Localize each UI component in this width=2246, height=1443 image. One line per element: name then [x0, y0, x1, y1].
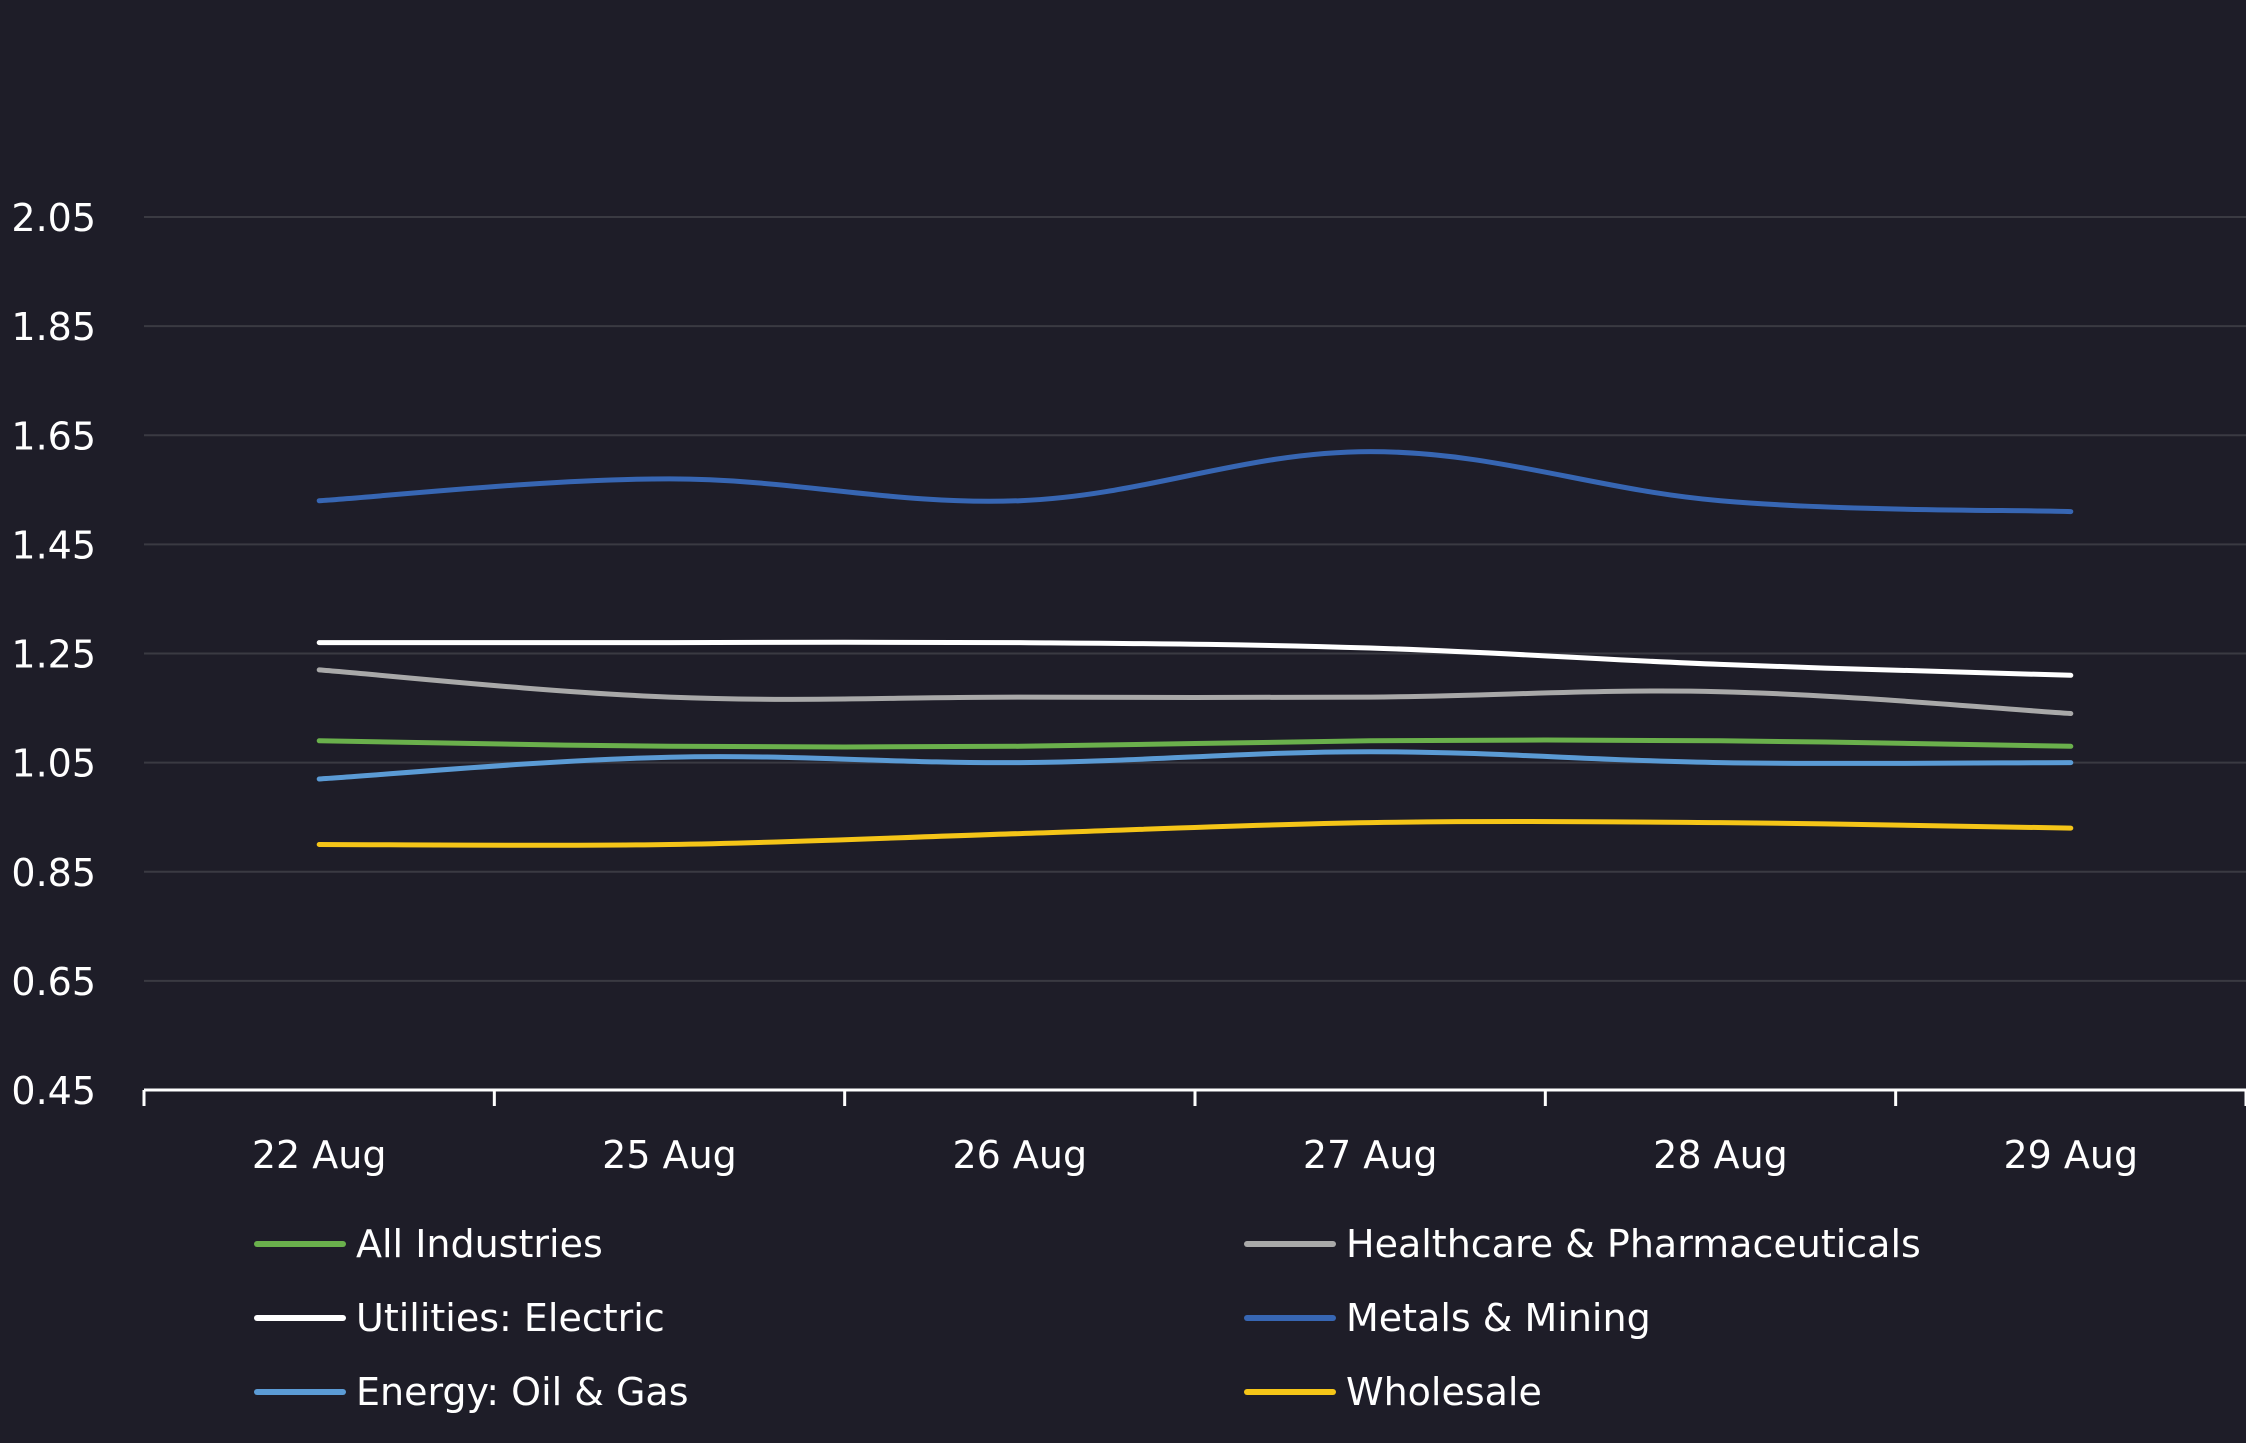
- legend-item-energy-oil-gas[interactable]: Energy: Oil & Gas: [254, 1362, 689, 1422]
- legend-label-utilities-electric: Utilities: Electric: [356, 1296, 665, 1340]
- legend-swatch-utilities-electric: [254, 1315, 346, 1321]
- legend-swatch-metals-mining: [1244, 1315, 1336, 1321]
- legend-label-healthcare-pharmaceuticals: Healthcare & Pharmaceuticals: [1346, 1222, 1921, 1266]
- x-tick-label: 22 Aug: [252, 1133, 387, 1177]
- y-tick-label: 1.85: [11, 305, 96, 349]
- legend-item-metals-mining[interactable]: Metals & Mining: [1244, 1288, 1651, 1348]
- series-line-wholesale: [316, 819, 2074, 848]
- legend-swatch-healthcare-pharmaceuticals: [1244, 1241, 1336, 1247]
- legend-swatch-energy-oil-gas: [254, 1389, 346, 1395]
- y-tick-label: 0.45: [11, 1069, 96, 1113]
- y-tick-label: 0.65: [11, 960, 96, 1004]
- series-line-healthcare-pharmaceuticals: [316, 667, 2074, 716]
- series-line-utilities-electric: [316, 639, 2074, 678]
- legend-label-wholesale: Wholesale: [1346, 1370, 1542, 1414]
- y-tick-label: 1.05: [11, 742, 96, 786]
- legend-item-all-industries[interactable]: All Industries: [254, 1214, 603, 1274]
- y-tick-label: 0.85: [11, 851, 96, 895]
- y-tick-label: 1.65: [11, 414, 96, 458]
- legend-label-energy-oil-gas: Energy: Oil & Gas: [356, 1370, 689, 1414]
- legend-swatch-wholesale: [1244, 1389, 1336, 1395]
- legend-item-wholesale[interactable]: Wholesale: [1244, 1362, 1542, 1422]
- series-line-all-industries: [316, 737, 2074, 750]
- y-tick-label: 1.25: [11, 633, 96, 677]
- series-line-energy-oil-gas: [316, 749, 2074, 782]
- gridlines: [144, 216, 2246, 982]
- legend-label-metals-mining: Metals & Mining: [1346, 1296, 1651, 1340]
- x-tick-label: 27 Aug: [1303, 1133, 1438, 1177]
- x-tick-label: 29 Aug: [2004, 1133, 2139, 1177]
- x-tick-label: 26 Aug: [953, 1133, 1088, 1177]
- x-tick-label: 28 Aug: [1653, 1133, 1788, 1177]
- x-axis: 22 Aug 25 Aug 26 Aug 27 Aug 28 Aug 29 Aug: [142, 1088, 2246, 1177]
- y-tick-label: 2.05: [11, 196, 96, 240]
- legend-item-utilities-electric[interactable]: Utilities: Electric: [254, 1288, 665, 1348]
- y-axis: 0.45 0.65 0.85 1.05 1.25 1.45 1.65 1.85 2.05: [11, 196, 96, 1113]
- series-lines: [316, 449, 2074, 848]
- legend-item-healthcare-pharmaceuticals[interactable]: Healthcare & Pharmaceuticals: [1244, 1214, 1921, 1274]
- x-tick-label: 25 Aug: [602, 1133, 737, 1177]
- legend-swatch-all-industries: [254, 1241, 346, 1247]
- series-line-metals-mining: [316, 449, 2074, 515]
- legend-label-all-industries: All Industries: [356, 1222, 603, 1266]
- y-tick-label: 1.45: [11, 523, 96, 567]
